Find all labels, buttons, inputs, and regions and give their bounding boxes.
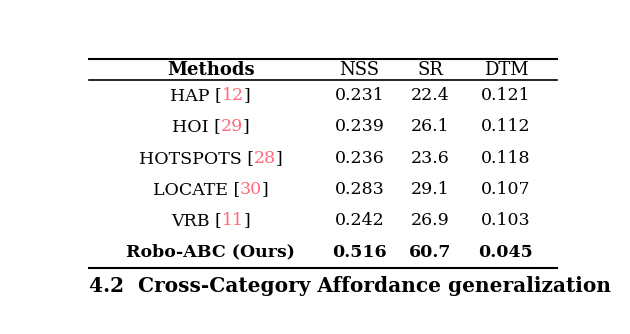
Text: 0.112: 0.112: [481, 118, 531, 135]
Text: 22.4: 22.4: [411, 87, 450, 104]
Text: 0.121: 0.121: [481, 87, 531, 104]
Text: HOTSPOTS [: HOTSPOTS [: [139, 150, 254, 167]
Text: VRB [: VRB [: [171, 212, 222, 229]
Text: 60.7: 60.7: [409, 243, 452, 261]
Text: 23.6: 23.6: [411, 150, 450, 167]
Text: 0.107: 0.107: [481, 181, 531, 198]
Text: HOI [: HOI [: [171, 118, 220, 135]
Text: 11: 11: [222, 212, 244, 229]
Text: 0.045: 0.045: [479, 243, 534, 261]
Text: 0.236: 0.236: [335, 150, 384, 167]
Text: ]: ]: [244, 212, 250, 229]
Text: LOCATE [: LOCATE [: [152, 181, 240, 198]
Text: 0.231: 0.231: [335, 87, 384, 104]
Text: 0.239: 0.239: [335, 118, 384, 135]
Text: 12: 12: [222, 87, 244, 104]
Text: 29.1: 29.1: [411, 181, 450, 198]
Text: HAP [: HAP [: [170, 87, 222, 104]
Text: SR: SR: [417, 61, 444, 78]
Text: 26.9: 26.9: [411, 212, 450, 229]
Text: Robo-ABC (Ours): Robo-ABC (Ours): [126, 243, 295, 261]
Text: ]: ]: [244, 87, 251, 104]
Text: ]: ]: [262, 181, 268, 198]
Text: 0.516: 0.516: [332, 243, 387, 261]
Text: 0.283: 0.283: [335, 181, 384, 198]
Text: Methods: Methods: [167, 61, 255, 78]
Text: ]: ]: [243, 118, 249, 135]
Text: 0.118: 0.118: [481, 150, 530, 167]
Text: ]: ]: [276, 150, 282, 167]
Text: 28: 28: [254, 150, 276, 167]
Text: 29: 29: [220, 118, 243, 135]
Text: 4.2  Cross-Category Affordance generalization: 4.2 Cross-Category Affordance generaliza…: [88, 276, 610, 296]
Text: DTM: DTM: [484, 61, 529, 78]
Text: 30: 30: [240, 181, 262, 198]
Text: 0.103: 0.103: [481, 212, 531, 229]
Text: 0.242: 0.242: [335, 212, 384, 229]
Text: NSS: NSS: [340, 61, 379, 78]
Text: 26.1: 26.1: [411, 118, 450, 135]
